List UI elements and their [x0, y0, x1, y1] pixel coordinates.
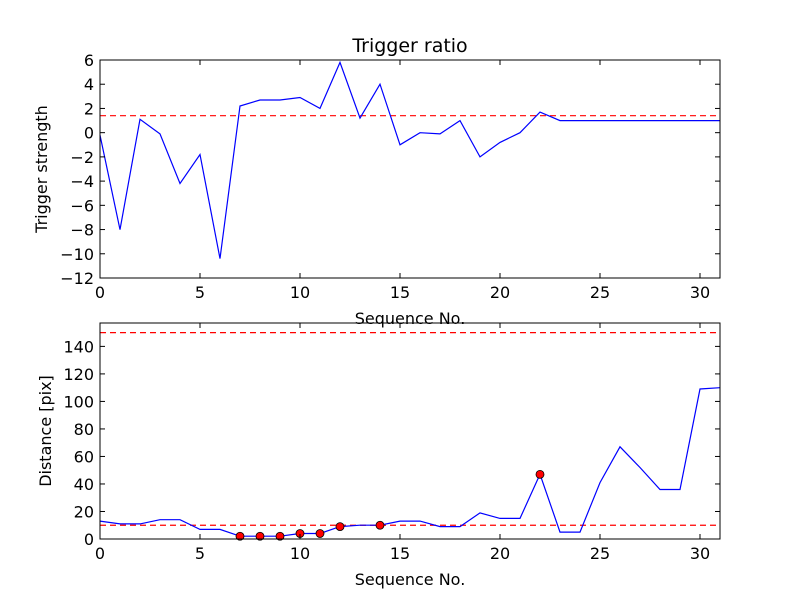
x-tick-label: 5	[195, 544, 205, 563]
y-tick-label: 6	[84, 51, 94, 70]
data-point	[275, 531, 285, 541]
y-axis-title: Distance [pix]	[36, 375, 55, 487]
y-tick-label: 140	[63, 337, 94, 356]
x-tick-label: 5	[195, 283, 205, 302]
series-line	[99, 387, 721, 537]
x-tick-label: 25	[590, 283, 610, 302]
y-tick-label: −4	[70, 172, 94, 191]
distance-plot: Sequence No. Distance [pix] 0 5 10 15 20 25 30…	[36, 322, 721, 589]
x-tick-label: 10	[290, 544, 310, 563]
series-line	[99, 60, 720, 259]
y-tick-label: −8	[70, 221, 94, 240]
x-tick-label: 30	[690, 544, 710, 563]
x-tick-label: 10	[290, 283, 310, 302]
data-point	[335, 522, 345, 532]
data-point	[235, 531, 245, 541]
chart-title: Trigger ratio	[351, 35, 467, 57]
x-axis-title: Sequence No.	[355, 309, 466, 328]
y-tick-label: 4	[84, 75, 94, 94]
x-tick-label: 15	[390, 544, 410, 563]
y-tick-label: 60	[74, 447, 94, 466]
y-tick-label: 2	[84, 99, 94, 118]
data-point	[315, 529, 325, 538]
trigger-ratio-plot: Trigger ratio Sequence No. Trigger stren…	[32, 35, 721, 328]
plot-frame	[99, 59, 721, 279]
y-tick-label: 20	[74, 502, 94, 521]
x-tick-label: 25	[590, 544, 610, 563]
x-tick-label: 30	[690, 283, 710, 302]
x-tick-label: 0	[95, 283, 105, 302]
y-tick-label: −12	[60, 269, 94, 288]
y-tick-label: 100	[63, 392, 94, 411]
y-axis-title: Trigger strength	[32, 105, 51, 234]
x-tick-label: 20	[490, 544, 510, 563]
x-axis-title: Sequence No.	[355, 570, 466, 589]
y-tick-label: 80	[74, 420, 94, 439]
y-tick-label: 0	[84, 124, 94, 143]
data-point	[375, 520, 385, 530]
plot-frame	[99, 322, 721, 540]
x-tick-label: 0	[95, 544, 105, 563]
x-tick-label: 20	[490, 283, 510, 302]
y-tick-label: −10	[60, 245, 94, 264]
data-point	[255, 531, 265, 541]
y-tick-label: 0	[84, 530, 94, 549]
x-tick-label: 15	[390, 283, 410, 302]
y-tick-label: −2	[70, 148, 94, 167]
data-point	[535, 469, 545, 479]
y-tick-label: −6	[70, 196, 94, 215]
y-tick-label: 120	[63, 365, 94, 384]
y-tick-label: 40	[74, 475, 94, 494]
